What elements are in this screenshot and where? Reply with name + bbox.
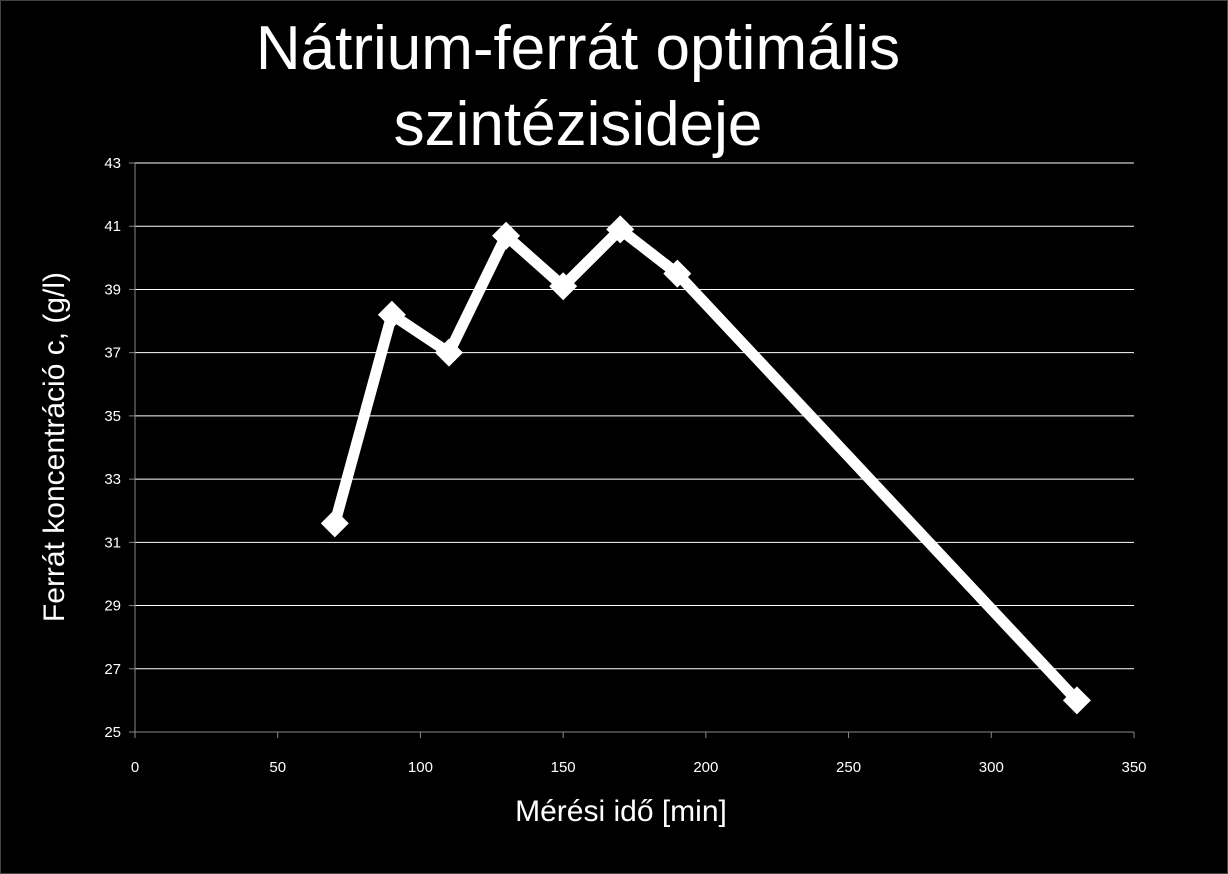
data-point-110 <box>434 338 463 367</box>
x-tick-label-200: 200 <box>693 759 718 776</box>
x-tick-label-150: 150 <box>551 759 576 776</box>
x-tick-label-350: 350 <box>1121 759 1146 776</box>
grid-lines <box>135 162 1134 670</box>
data-point-170 <box>606 215 635 244</box>
data-series <box>320 215 1091 715</box>
chart-title: Nátrium-ferrát optimális szintézisideje <box>141 11 1015 163</box>
x-tick-labels: 0 50 100 150 200 250 300 350 <box>131 759 1147 776</box>
y-tick-label-25: 25 <box>104 724 121 741</box>
data-point-150 <box>549 272 578 301</box>
chart-title-line-1: Nátrium-ferrát optimális <box>255 14 901 83</box>
y-tick-label-29: 29 <box>104 598 121 615</box>
x-axis-title: Mérési idő [min] <box>515 795 727 828</box>
x-tick-label-100: 100 <box>408 759 433 776</box>
y-axis-title: Ferrát koncentráció c, (g/l) <box>38 272 71 622</box>
x-tick-label-300: 300 <box>979 759 1004 776</box>
x-tick-label-50: 50 <box>269 759 286 776</box>
chart-title-line-2: szintézisideje <box>393 90 763 159</box>
data-point-330 <box>1062 686 1091 715</box>
y-tick-label-31: 31 <box>104 534 121 551</box>
x-tick-label-0: 0 <box>131 759 139 776</box>
data-point-130 <box>492 221 521 250</box>
data-point-190 <box>663 259 692 288</box>
y-tick-label-35: 35 <box>104 408 121 425</box>
y-tick-label-39: 39 <box>104 281 121 298</box>
y-tick-label-41: 41 <box>104 218 121 235</box>
x-tick-label-250: 250 <box>836 759 861 776</box>
y-tick-label-37: 37 <box>104 345 121 362</box>
y-tick-labels: 25 27 29 31 33 35 37 39 41 43 <box>104 155 121 741</box>
y-tick-label-33: 33 <box>104 471 121 488</box>
series-0-line <box>329 222 1081 705</box>
data-point-90 <box>377 300 406 329</box>
y-tick-label-27: 27 <box>104 661 121 678</box>
axes <box>129 162 1135 738</box>
y-tick-label-43: 43 <box>104 155 121 172</box>
data-point-70 <box>320 509 349 538</box>
